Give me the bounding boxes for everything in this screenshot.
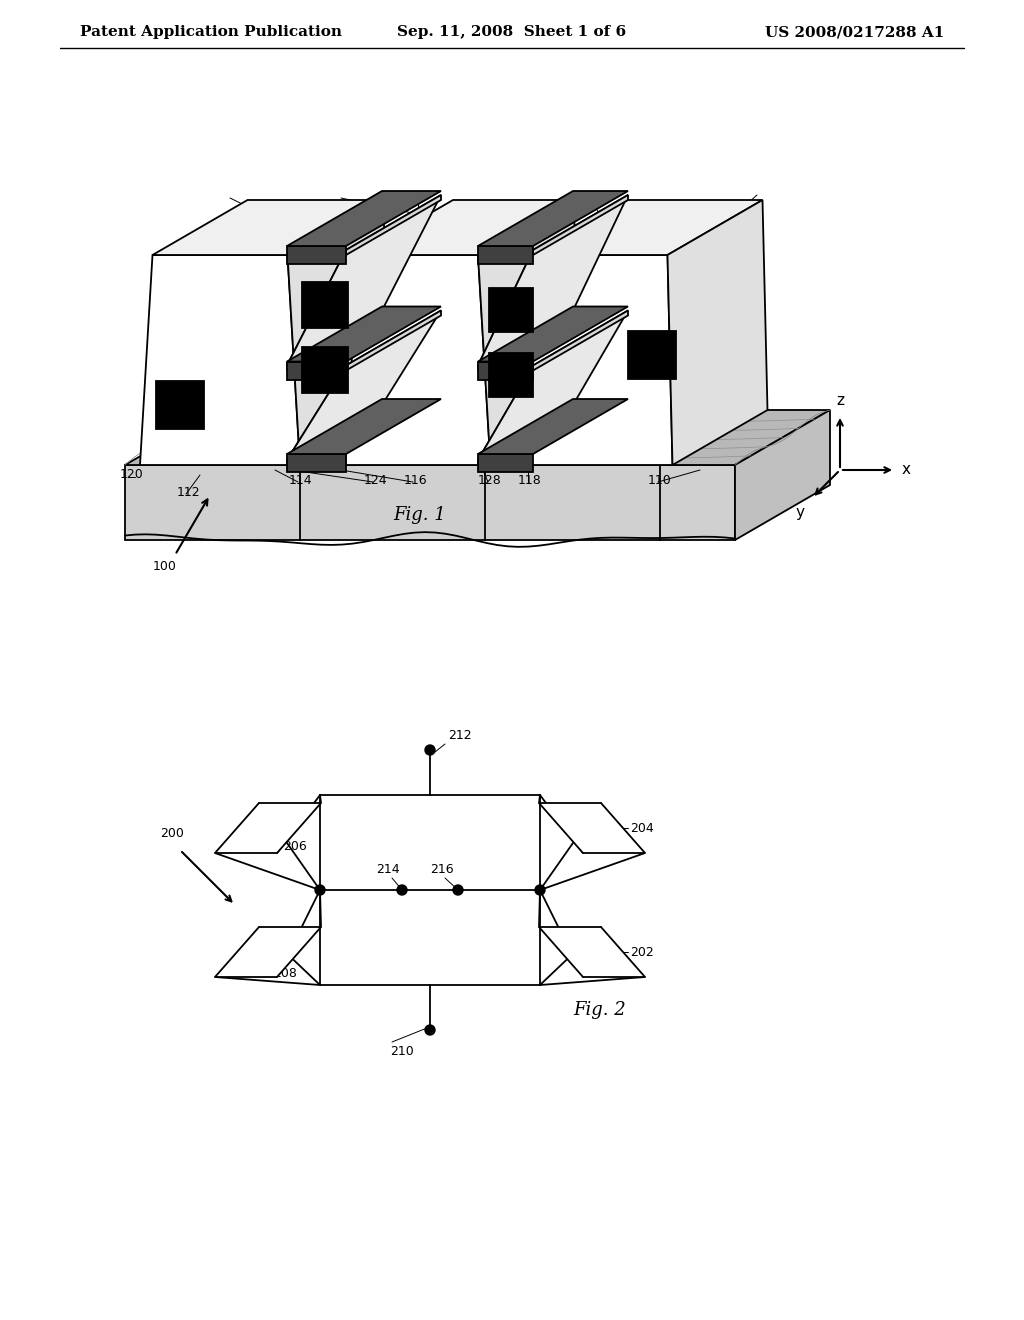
Polygon shape	[628, 331, 676, 379]
Text: Sep. 11, 2008  Sheet 1 of 6: Sep. 11, 2008 Sheet 1 of 6	[397, 25, 627, 40]
Polygon shape	[488, 352, 532, 397]
Polygon shape	[287, 306, 441, 362]
Polygon shape	[478, 201, 586, 465]
Polygon shape	[287, 249, 346, 371]
Polygon shape	[478, 249, 534, 371]
Polygon shape	[478, 366, 534, 465]
Polygon shape	[287, 246, 346, 264]
Polygon shape	[287, 454, 346, 473]
Text: 102: 102	[288, 219, 312, 231]
Text: 118: 118	[518, 474, 542, 487]
Polygon shape	[478, 362, 534, 380]
Text: Patent Application Publication: Patent Application Publication	[80, 25, 342, 40]
Polygon shape	[478, 399, 628, 454]
Text: 130: 130	[343, 264, 367, 276]
Text: 202: 202	[630, 945, 653, 958]
Text: 126: 126	[709, 219, 732, 231]
Text: z: z	[836, 393, 844, 408]
Text: 116: 116	[403, 474, 427, 487]
Circle shape	[425, 1026, 435, 1035]
Polygon shape	[287, 399, 441, 454]
Text: 112: 112	[176, 486, 200, 499]
Text: 100: 100	[153, 560, 177, 573]
Text: 110: 110	[648, 474, 672, 487]
Circle shape	[397, 884, 407, 895]
Polygon shape	[345, 255, 490, 465]
Text: 200: 200	[160, 828, 184, 840]
Polygon shape	[532, 201, 763, 255]
Text: x: x	[902, 462, 911, 478]
Text: 108: 108	[613, 239, 637, 252]
Polygon shape	[478, 306, 628, 362]
Polygon shape	[478, 246, 534, 264]
Text: 214: 214	[376, 863, 399, 876]
Text: 124: 124	[364, 474, 387, 487]
Polygon shape	[125, 411, 830, 465]
Circle shape	[535, 884, 545, 895]
Polygon shape	[287, 191, 441, 246]
Polygon shape	[125, 465, 735, 540]
Text: 212: 212	[449, 729, 472, 742]
Polygon shape	[287, 362, 346, 380]
Text: 104: 104	[409, 219, 432, 231]
Polygon shape	[478, 454, 534, 473]
Polygon shape	[288, 201, 395, 465]
Polygon shape	[215, 803, 321, 853]
Polygon shape	[539, 803, 645, 853]
Polygon shape	[346, 310, 441, 371]
Text: 210: 210	[390, 1045, 414, 1059]
Text: 204: 204	[630, 821, 653, 834]
Polygon shape	[301, 282, 347, 327]
Polygon shape	[156, 381, 204, 429]
Polygon shape	[287, 366, 346, 465]
Polygon shape	[287, 195, 441, 366]
Polygon shape	[478, 195, 628, 366]
Text: US 2008/0217288 A1: US 2008/0217288 A1	[765, 25, 944, 40]
Text: 208: 208	[273, 968, 297, 979]
Circle shape	[315, 884, 325, 895]
Text: 206: 206	[283, 840, 307, 853]
Circle shape	[453, 884, 463, 895]
Polygon shape	[539, 927, 645, 977]
Polygon shape	[478, 310, 628, 459]
Text: 130: 130	[328, 285, 348, 294]
Polygon shape	[287, 310, 441, 459]
Polygon shape	[488, 288, 532, 333]
Text: 128: 128	[478, 474, 502, 487]
Polygon shape	[735, 411, 830, 540]
Polygon shape	[534, 310, 628, 371]
Text: 106: 106	[548, 239, 571, 252]
Polygon shape	[527, 255, 673, 465]
Text: 122: 122	[483, 219, 507, 231]
Text: 216: 216	[430, 863, 454, 876]
Polygon shape	[153, 201, 383, 255]
Polygon shape	[534, 195, 628, 255]
Circle shape	[425, 744, 435, 755]
Polygon shape	[215, 927, 321, 977]
Polygon shape	[358, 201, 573, 255]
Text: y: y	[796, 506, 805, 520]
Polygon shape	[140, 255, 300, 465]
Text: 114: 114	[288, 474, 312, 487]
Text: Fig. 1: Fig. 1	[393, 506, 446, 524]
Polygon shape	[668, 201, 768, 465]
Polygon shape	[346, 195, 441, 255]
Text: 120: 120	[120, 469, 144, 482]
Polygon shape	[478, 191, 628, 246]
Polygon shape	[301, 347, 347, 393]
Text: Fig. 2: Fig. 2	[573, 1001, 627, 1019]
